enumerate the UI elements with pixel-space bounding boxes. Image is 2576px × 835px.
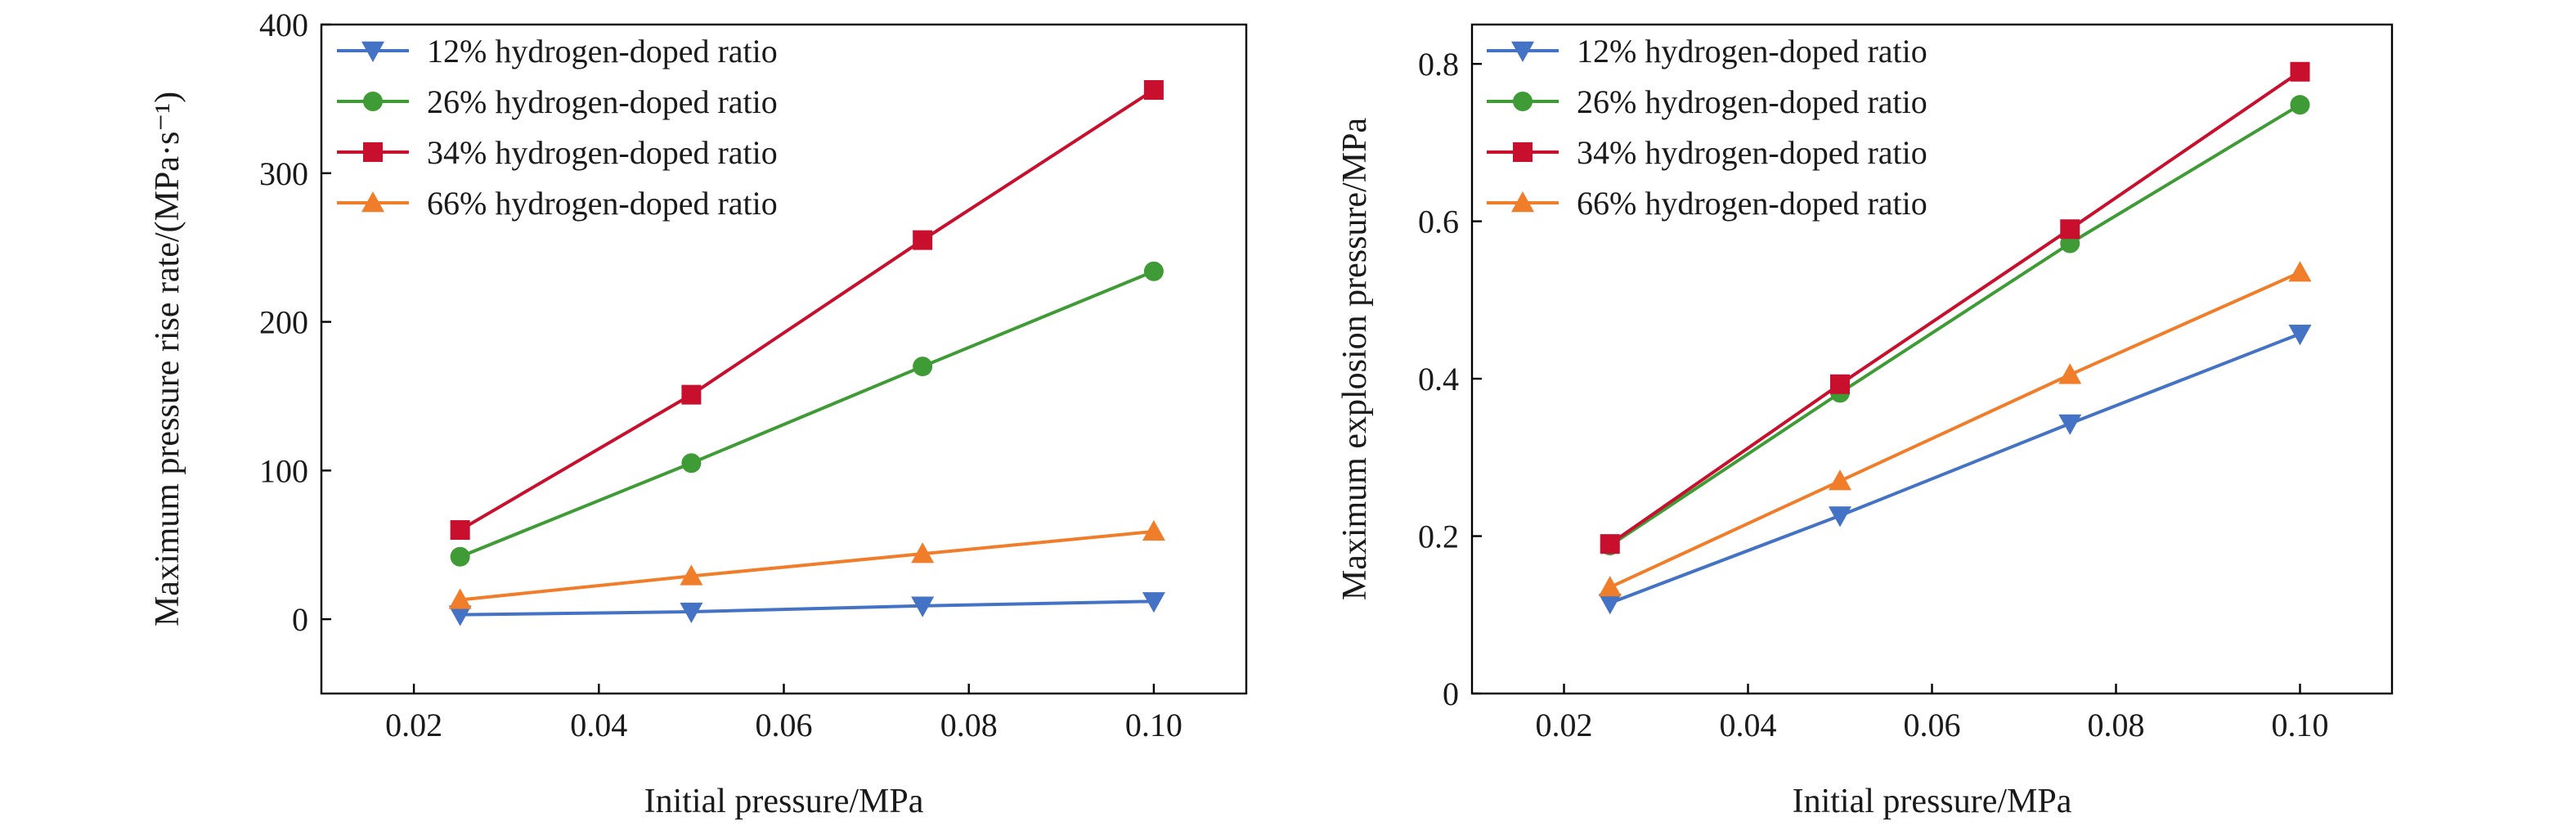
y-tick-label: 0.8 <box>1418 46 1459 83</box>
data-point <box>911 596 935 617</box>
y-tick-label: 300 <box>259 155 308 192</box>
legend-label: 12% hydrogen-doped ratio <box>427 33 778 70</box>
y-tick-label: 400 <box>259 7 308 43</box>
x-tick-label: 0.10 <box>2272 707 2329 743</box>
legend-label: 34% hydrogen-doped ratio <box>427 134 778 171</box>
x-axis-title: Initial pressure/MPa <box>644 783 924 820</box>
legend: 12% hydrogen-doped ratio 26% hydrogen-dop… <box>1487 33 1928 222</box>
x-tick-label: 0.08 <box>940 707 998 743</box>
legend-marker <box>363 92 383 111</box>
x-tick-label: 0.10 <box>1125 707 1183 743</box>
x-tick-label: 0.04 <box>1720 707 1777 743</box>
y-tick-label: 0.6 <box>1418 204 1459 240</box>
data-point <box>448 588 472 609</box>
legend-item: 66% hydrogen-doped ratio <box>337 185 778 222</box>
series-1 <box>448 592 1165 626</box>
data-point <box>1598 576 1622 597</box>
data-point <box>2290 95 2310 115</box>
data-point <box>1142 519 1165 541</box>
x-tick-label: 0.02 <box>1536 707 1593 743</box>
data-point <box>1829 469 1851 491</box>
legend-item: 66% hydrogen-doped ratio <box>1487 185 1928 222</box>
series-line <box>459 88 1155 532</box>
x-tick-label: 0.04 <box>570 707 627 743</box>
series-line <box>1609 103 2301 547</box>
y-tick-label: 100 <box>259 452 308 489</box>
legend-marker <box>1513 142 1533 162</box>
series-line <box>1609 271 2301 589</box>
legend-label: 34% hydrogen-doped ratio <box>1577 134 1928 171</box>
data-point <box>1600 534 1620 554</box>
legend-label: 66% hydrogen-doped ratio <box>427 185 778 222</box>
series-line <box>460 599 1154 617</box>
legend-marker <box>1511 41 1534 62</box>
legend-item: 26% hydrogen-doped ratio <box>337 83 778 120</box>
x-tick-label: 0.02 <box>385 707 442 743</box>
data-point <box>1143 79 1164 100</box>
legend-marker <box>361 191 384 213</box>
legend-marker <box>363 142 383 162</box>
series-4 <box>448 519 1165 609</box>
legend-label: 26% hydrogen-doped ratio <box>1577 83 1928 120</box>
data-point <box>1829 506 1851 527</box>
legend-item: 26% hydrogen-doped ratio <box>1487 83 1928 120</box>
chart-2: 0.02 0.04 0.06 0.08 0.10 0 0.2 0.4 0.6 0.8 Initial… <box>1336 23 2394 820</box>
data-point <box>1830 374 1850 394</box>
data-point <box>911 542 935 563</box>
data-point <box>680 564 703 586</box>
legend-marker <box>1513 92 1533 111</box>
y-tick-label: 200 <box>259 304 308 341</box>
series-3 <box>1600 61 2310 554</box>
legend-label: 12% hydrogen-doped ratio <box>1577 33 1928 70</box>
series-line <box>459 269 1155 559</box>
data-point <box>450 546 470 567</box>
y-tick-label: 0 <box>292 601 308 638</box>
legend-marker <box>361 41 384 62</box>
x-tick-label: 0.06 <box>1904 707 1961 743</box>
legend-marker <box>1511 191 1534 213</box>
y-tick-label: 0.4 <box>1418 361 1459 397</box>
series-4 <box>1598 261 2312 597</box>
data-point <box>681 384 702 405</box>
data-point <box>2060 219 2080 240</box>
series-line <box>1609 70 2301 545</box>
chart-1: 0.02 0.04 0.06 0.08 0.10 0 100 200 300 400 Initial… <box>149 7 1248 820</box>
legend-label: 26% hydrogen-doped ratio <box>427 83 778 120</box>
data-point <box>1143 261 1164 281</box>
data-point <box>2288 261 2312 282</box>
legend-item: 12% hydrogen-doped ratio <box>337 33 778 70</box>
series-line <box>1609 332 2301 605</box>
legend: 12% hydrogen-doped ratio 26% hydrogen-dop… <box>337 33 778 222</box>
legend-item: 12% hydrogen-doped ratio <box>1487 33 1928 70</box>
x-tick-label: 0.08 <box>2088 707 2145 743</box>
data-point <box>2058 363 2082 384</box>
x-axis-title: Initial pressure/MPa <box>1793 783 2072 820</box>
data-point <box>681 453 702 474</box>
y-tick-label: 0 <box>1443 676 1459 712</box>
data-point <box>448 605 472 626</box>
data-point <box>913 230 933 250</box>
data-point <box>2288 325 2312 346</box>
data-point <box>450 520 470 541</box>
data-point <box>1598 594 1622 615</box>
legend-label: 66% hydrogen-doped ratio <box>1577 185 1928 222</box>
data-point <box>680 602 703 624</box>
data-point <box>2058 414 2082 435</box>
legend-item: 34% hydrogen-doped ratio <box>1487 134 1928 171</box>
data-point <box>2290 61 2310 82</box>
data-point <box>913 357 933 377</box>
series-2 <box>450 261 1164 567</box>
y-axis-title: Maximum explosion pressure/MPa <box>1336 118 1374 601</box>
legend-item: 34% hydrogen-doped ratio <box>337 134 778 171</box>
series-3 <box>450 79 1164 541</box>
y-tick-label: 0.2 <box>1418 519 1459 555</box>
series-1 <box>1598 325 2312 615</box>
data-point <box>1142 592 1165 613</box>
series-line <box>460 529 1155 602</box>
y-axis-title: Maximum pressure rise rate/(MPa·s⁻¹) <box>149 92 186 626</box>
x-tick-label: 0.06 <box>756 707 813 743</box>
